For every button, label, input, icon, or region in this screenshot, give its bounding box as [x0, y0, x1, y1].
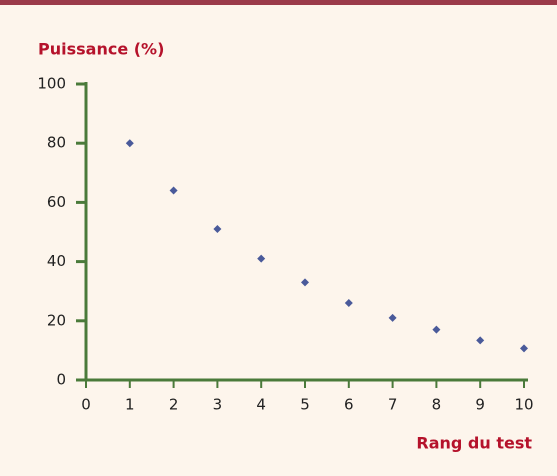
x-tick-label: 9: [475, 396, 485, 414]
y-axis-title: Puissance (%): [38, 40, 164, 59]
y-tick-label: 0: [56, 371, 66, 389]
x-tick-label: 10: [514, 396, 533, 414]
x-tick-label: 1: [125, 396, 135, 414]
point: [301, 278, 309, 287]
y-tick-label: 80: [47, 134, 66, 152]
y-tick-label: 20: [47, 311, 66, 329]
point: [388, 313, 397, 322]
x-tick-label: 7: [388, 396, 398, 414]
x-tick-label: 8: [432, 396, 442, 414]
y-tick-label: 100: [37, 75, 66, 93]
point: [476, 336, 485, 345]
point: [169, 186, 178, 195]
point: [344, 299, 353, 308]
top-border: [0, 0, 557, 5]
x-axis-title: Rang du test: [416, 434, 532, 453]
x-tick-label: 4: [256, 396, 266, 414]
point: [213, 225, 222, 234]
x-tick-label: 5: [300, 396, 310, 414]
point: [125, 139, 134, 148]
x-tick-label: 0: [81, 396, 91, 414]
point: [520, 344, 528, 353]
point: [257, 254, 266, 263]
y-tick-label: 40: [47, 252, 66, 270]
y-tick-label: 60: [47, 193, 66, 211]
x-tick-label: 6: [344, 396, 354, 414]
point: [432, 325, 441, 334]
x-tick-label: 2: [169, 396, 179, 414]
x-tick-label: 3: [213, 396, 223, 414]
